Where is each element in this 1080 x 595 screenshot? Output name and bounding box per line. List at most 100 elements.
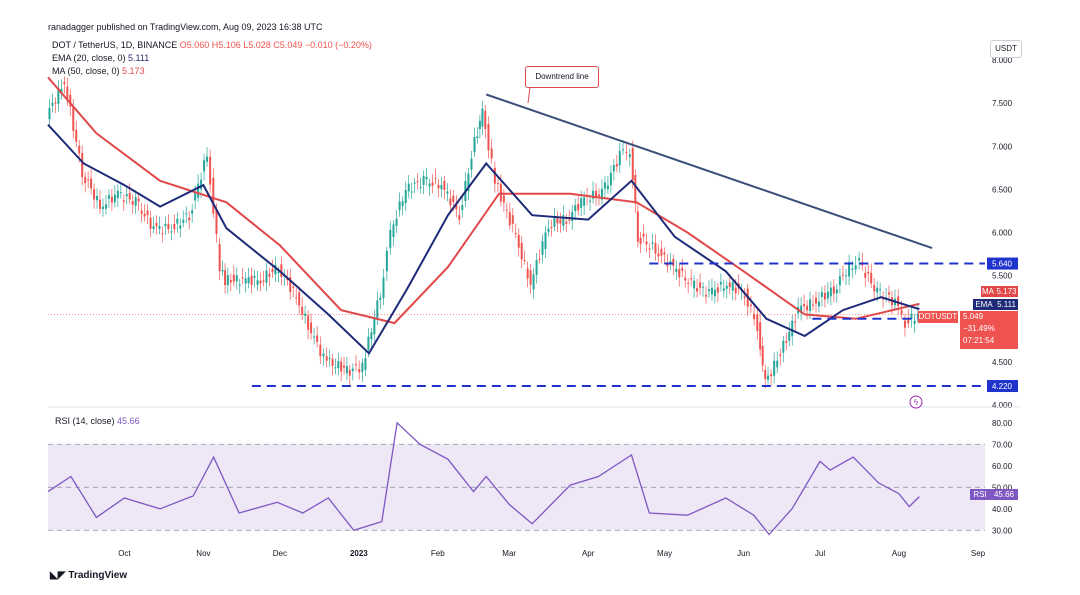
level-tag <box>987 380 1018 393</box>
candle-body <box>642 233 645 237</box>
candle-body <box>404 190 407 204</box>
ema-legend[interactable]: EMA (20, close, 0) 5.111 <box>52 53 149 63</box>
price-tick-label: 6.500 <box>992 185 1013 194</box>
candle-body <box>523 259 526 261</box>
rsi-legend[interactable]: RSI (14, close) 45.66 <box>55 416 140 426</box>
ma-legend[interactable]: MA (50, close, 0) 5.173 <box>52 66 145 76</box>
candle-body <box>325 356 328 361</box>
candle-body <box>358 369 361 373</box>
level-label: 4.220 <box>992 382 1013 391</box>
candle-body <box>493 167 496 184</box>
candle-body <box>851 268 854 270</box>
candle-body <box>502 195 505 203</box>
candle-body <box>897 296 900 307</box>
candle-body <box>481 108 484 127</box>
candle-body <box>565 221 568 224</box>
candle-body <box>90 178 93 189</box>
candle-body <box>547 228 550 232</box>
candle-body <box>244 278 247 284</box>
candle-body <box>250 275 253 286</box>
candle-body <box>829 287 832 297</box>
candle-body <box>66 86 69 100</box>
rsi-tick-label: 60.00 <box>992 462 1013 471</box>
candle-body <box>577 203 580 211</box>
candle-body <box>84 176 87 184</box>
time-tick-label: Dec <box>273 549 287 558</box>
candle-body <box>690 278 693 280</box>
price-tick-label: 7.500 <box>992 99 1013 108</box>
price-tick-label: 4.500 <box>992 358 1013 367</box>
candle-body <box>636 211 639 242</box>
candle-body <box>529 270 532 285</box>
candle-body <box>761 345 764 366</box>
candle-body <box>806 305 809 311</box>
candle-body <box>484 110 487 129</box>
candle-body <box>78 145 81 154</box>
candle-body <box>334 367 337 369</box>
candle-body <box>773 360 776 376</box>
candle-body <box>410 191 413 193</box>
candle-body <box>764 369 767 380</box>
candle-body <box>149 217 152 229</box>
candle-body <box>550 227 553 229</box>
candle-body <box>618 150 621 166</box>
candle-body <box>657 253 660 257</box>
candle-body <box>544 232 547 249</box>
time-tick-label: Oct <box>118 549 131 558</box>
candle-body <box>96 195 99 201</box>
candle-body <box>803 304 806 307</box>
candle-body <box>609 172 612 186</box>
candle-body <box>395 218 398 226</box>
candle-body <box>800 305 803 313</box>
time-tick-label: May <box>657 549 672 558</box>
candle-body <box>173 223 176 230</box>
candle-body <box>770 374 773 377</box>
candle-body <box>731 282 734 291</box>
candle-body <box>116 190 119 199</box>
candle-body <box>206 156 209 162</box>
candle-body <box>782 340 785 353</box>
candle-body <box>63 82 66 85</box>
candle-body <box>425 176 428 180</box>
currency-button[interactable]: USDT <box>990 40 1022 58</box>
candle-body <box>143 213 146 217</box>
candle-body <box>370 332 373 340</box>
candle-body <box>681 267 684 271</box>
candle-body <box>354 364 357 366</box>
candle-body <box>398 201 401 211</box>
candle-body <box>693 280 696 289</box>
candle-body <box>903 320 906 328</box>
candle-body <box>631 148 634 181</box>
time-tick-label: Mar <box>502 549 516 558</box>
candle-body <box>505 209 508 211</box>
candle-body <box>416 181 419 183</box>
support-resistance-levels: 5.6405.0004.220 <box>251 257 1018 393</box>
candle-body <box>900 310 903 315</box>
candle-body <box>520 242 523 260</box>
flash-icon[interactable] <box>909 395 923 409</box>
symbol-legend[interactable]: DOT / TetherUS, 1D, BINANCE O5.060 H5.10… <box>52 40 372 50</box>
candle-body <box>606 185 609 190</box>
candle-body <box>707 289 710 292</box>
candle-body <box>54 102 57 104</box>
candle-body <box>292 286 295 288</box>
candle-body <box>756 314 759 331</box>
candle-body <box>179 225 182 229</box>
tradingview-logo[interactable]: ◣◤ TradingView <box>50 570 127 581</box>
candle-body <box>832 286 835 294</box>
candle-body <box>313 336 316 338</box>
candle-body <box>716 287 719 293</box>
candle-body <box>879 289 882 291</box>
candle-body <box>841 274 844 276</box>
candle-body <box>669 261 672 263</box>
ohlc-values: O5.060 H5.106 L5.028 C5.049 −0.010 (−0.2… <box>179 40 372 50</box>
candle-body <box>128 192 131 200</box>
candle-body <box>645 241 648 245</box>
candle-body <box>628 154 631 158</box>
candle-body <box>562 215 565 226</box>
candle-body <box>734 287 737 294</box>
candle-body <box>867 271 870 274</box>
candle-body <box>461 205 464 211</box>
candle-body <box>422 176 425 185</box>
